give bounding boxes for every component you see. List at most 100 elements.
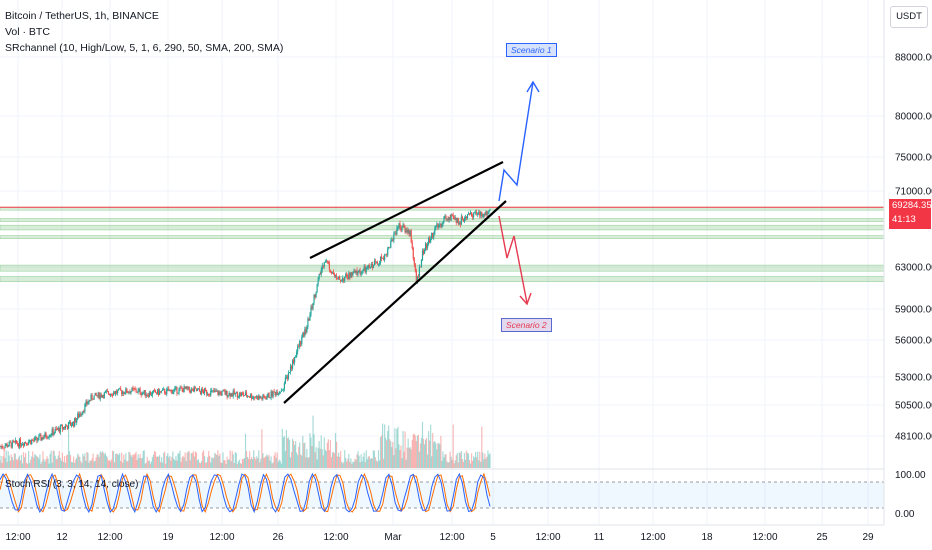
volume-bar <box>383 458 385 468</box>
volume-bar <box>154 451 157 468</box>
candle-body <box>216 390 218 392</box>
volume-bar <box>347 458 349 468</box>
volume-bar <box>256 456 258 468</box>
candle-body <box>244 392 247 396</box>
candle-body <box>329 269 332 272</box>
volume-bar <box>386 440 388 468</box>
time-tick-label: 12:00 <box>97 532 122 543</box>
candle-body <box>148 392 150 397</box>
volume-bar <box>265 455 267 468</box>
candle-body <box>116 391 118 394</box>
volume-bar <box>189 460 191 468</box>
candle-body <box>453 216 455 220</box>
volume-bar <box>368 456 370 468</box>
volume-bar <box>398 444 400 468</box>
candle-body <box>393 234 395 241</box>
candle-body <box>323 262 325 267</box>
volume-bar <box>229 450 231 468</box>
volume-bar <box>342 463 344 468</box>
volume-bar <box>69 455 72 468</box>
volume-bar <box>130 455 132 468</box>
volume-legend: Vol · BTC <box>5 26 50 38</box>
candle-body <box>225 390 227 395</box>
candle-body <box>331 272 334 274</box>
candle-body <box>179 387 181 389</box>
volume-bar <box>350 458 352 468</box>
candle-body <box>325 260 327 262</box>
candle-body <box>24 442 27 443</box>
volume-bar <box>249 451 251 468</box>
candle-body <box>40 434 42 441</box>
volume-bar <box>232 454 234 468</box>
volume-bar <box>355 459 357 468</box>
volume-bar <box>180 461 182 468</box>
volume-bar <box>317 447 319 468</box>
volume-bar <box>81 463 83 468</box>
volume-bar <box>315 447 317 468</box>
time-tick-label: 12:00 <box>640 532 665 543</box>
volume-bar <box>147 460 149 468</box>
volume-bar <box>215 453 217 468</box>
volume-bar <box>257 458 259 468</box>
volume-bar <box>114 454 117 468</box>
candle-body <box>41 437 43 441</box>
candle-body <box>176 386 178 394</box>
candle-body <box>215 390 217 392</box>
candle-body <box>42 437 44 439</box>
volume-bar <box>465 450 468 468</box>
candle-body <box>257 395 259 400</box>
candle-body <box>198 388 201 392</box>
candle-body <box>297 346 299 352</box>
candle-body <box>0 446 1 448</box>
time-tick-label: 12:00 <box>535 532 560 543</box>
candle-body <box>254 396 256 398</box>
candle-body <box>132 387 134 389</box>
volume-bar <box>113 462 116 468</box>
candle-body <box>415 270 417 283</box>
time-tick-label: 18 <box>701 532 713 543</box>
candle-body <box>22 444 25 446</box>
candle-body <box>5 443 7 446</box>
volume-bar <box>307 457 309 468</box>
time-tick-label: 12 <box>56 532 68 543</box>
volume-bar <box>84 453 86 468</box>
volume-bar <box>140 458 142 468</box>
volume-bar <box>168 457 170 468</box>
candle-body <box>359 270 361 275</box>
candle-body <box>124 393 126 395</box>
volume-bar <box>230 461 232 468</box>
volume-bar <box>477 451 479 468</box>
candle-body <box>488 210 490 214</box>
currency-button[interactable]: USDT <box>890 6 928 28</box>
candle-body <box>409 230 411 236</box>
volume-bar <box>176 460 178 468</box>
volume-bar <box>155 456 158 468</box>
wedge-trendlines <box>283 161 507 404</box>
candle-body <box>55 428 57 430</box>
volume-bar <box>86 451 88 468</box>
volume-bar <box>161 457 163 468</box>
candle-body <box>57 427 59 430</box>
candle-body <box>266 396 268 400</box>
candle-body <box>428 238 430 245</box>
time-axis[interactable]: 12:00 12 12:00 19 12:00 26 12:00 Mar 12:00 5 12:00… <box>0 524 884 543</box>
candle-body <box>180 387 182 389</box>
volume-bar <box>108 460 111 468</box>
volume-bar <box>87 452 89 468</box>
candle-body <box>419 266 422 268</box>
candle-body <box>294 357 296 363</box>
scenario-2-path <box>498 215 528 304</box>
candle-body <box>153 390 156 391</box>
candle-body <box>424 243 427 251</box>
volume-bar <box>202 450 205 468</box>
price-axis[interactable]: 48100.00 50500.00 53000.00 56000.00 59000.00… <box>883 0 932 525</box>
candle-body <box>74 417 76 427</box>
volume-bar <box>484 453 486 468</box>
volume-bar <box>28 450 30 468</box>
candle-body <box>97 392 99 396</box>
candle-body <box>355 270 357 273</box>
volume-bar <box>37 456 39 468</box>
candle-body <box>396 228 398 235</box>
volume-bar <box>357 451 359 468</box>
